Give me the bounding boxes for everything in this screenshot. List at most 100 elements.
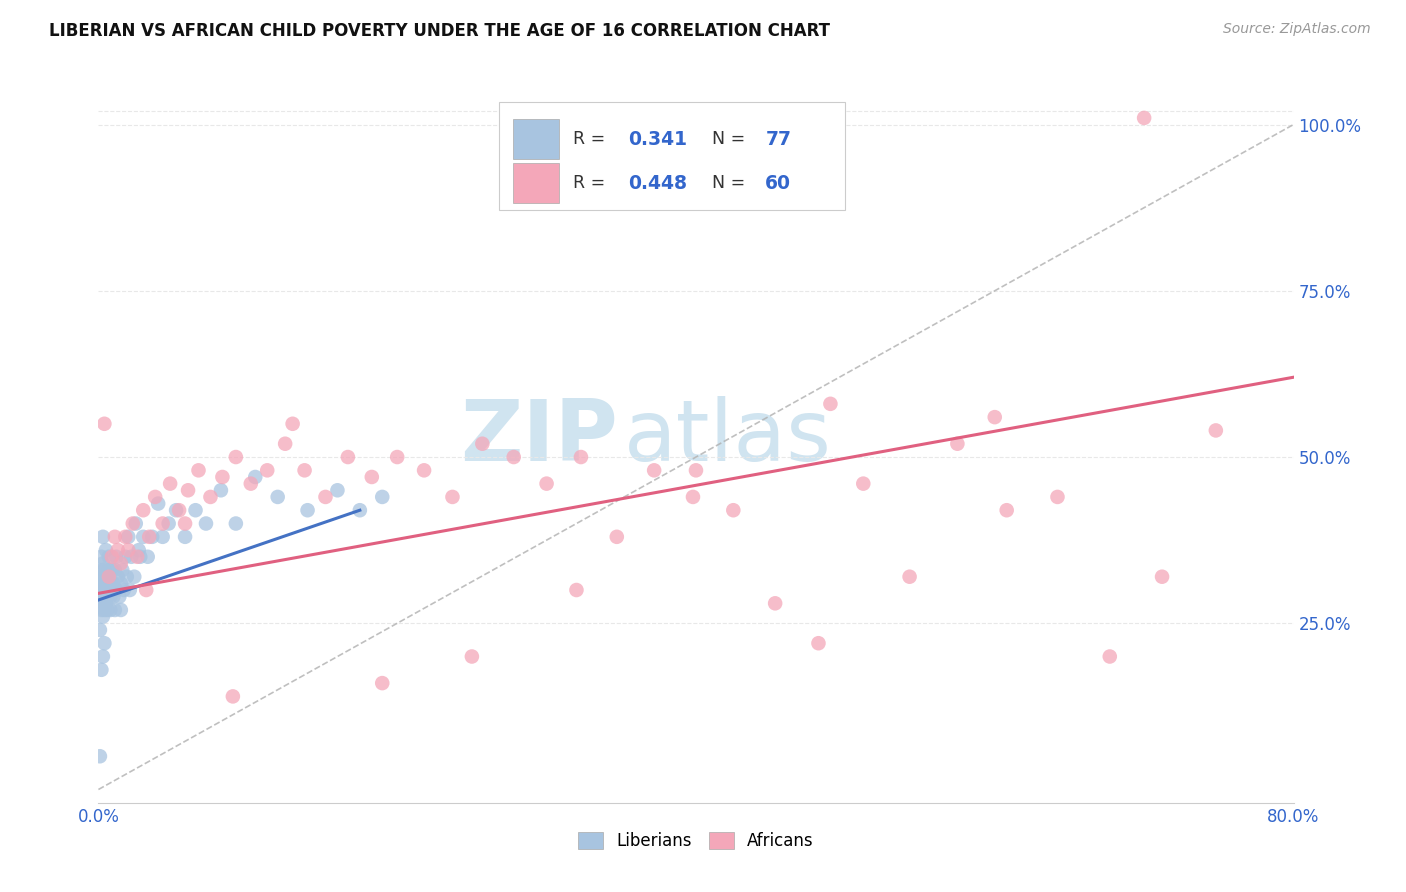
Point bbox=[93, 603, 115, 617]
Point bbox=[89, 570, 111, 584]
Point bbox=[117, 543, 139, 558]
Point bbox=[211, 470, 233, 484]
Point bbox=[256, 463, 278, 477]
Point bbox=[94, 596, 117, 610]
Point bbox=[606, 530, 628, 544]
Point bbox=[413, 463, 436, 477]
Point bbox=[763, 596, 786, 610]
Point bbox=[110, 557, 132, 571]
Point bbox=[90, 603, 112, 617]
Point bbox=[984, 410, 1007, 425]
Point bbox=[93, 563, 115, 577]
Point bbox=[104, 563, 127, 577]
Point bbox=[125, 516, 148, 531]
Point bbox=[200, 490, 222, 504]
Point bbox=[225, 450, 247, 464]
Point bbox=[96, 590, 118, 604]
Point bbox=[91, 609, 114, 624]
Point bbox=[281, 417, 304, 431]
Point bbox=[90, 563, 112, 577]
Point bbox=[315, 490, 337, 504]
Point bbox=[91, 596, 114, 610]
Point bbox=[103, 576, 125, 591]
Point bbox=[97, 549, 120, 564]
Point bbox=[152, 530, 174, 544]
Point bbox=[97, 563, 120, 577]
Point bbox=[152, 516, 174, 531]
Text: R =: R = bbox=[572, 174, 610, 193]
Point bbox=[103, 590, 125, 604]
Point bbox=[167, 503, 190, 517]
Point bbox=[121, 516, 143, 531]
Point bbox=[371, 490, 394, 504]
Point bbox=[98, 603, 122, 617]
Point bbox=[165, 503, 187, 517]
Point bbox=[820, 397, 842, 411]
Point bbox=[267, 490, 290, 504]
Point bbox=[96, 576, 118, 591]
Point bbox=[148, 497, 170, 511]
Point bbox=[94, 543, 117, 558]
Point bbox=[132, 503, 155, 517]
Point bbox=[104, 530, 127, 544]
Text: N =: N = bbox=[711, 130, 751, 148]
Point bbox=[360, 470, 382, 484]
Point bbox=[93, 590, 115, 604]
Point bbox=[129, 549, 152, 564]
Point bbox=[97, 570, 120, 584]
Point bbox=[111, 563, 134, 577]
Point bbox=[110, 603, 132, 617]
Point bbox=[94, 582, 117, 597]
Point bbox=[114, 549, 136, 564]
Point bbox=[222, 690, 245, 704]
Point bbox=[90, 590, 112, 604]
FancyBboxPatch shape bbox=[513, 120, 558, 160]
Point bbox=[104, 603, 127, 617]
Point bbox=[643, 463, 665, 477]
Point bbox=[898, 570, 921, 584]
Point bbox=[98, 590, 122, 604]
Point bbox=[141, 530, 163, 544]
Point bbox=[143, 490, 166, 504]
Point bbox=[371, 676, 394, 690]
Point bbox=[91, 582, 114, 597]
Point bbox=[108, 590, 131, 604]
Point bbox=[91, 649, 114, 664]
Point bbox=[91, 530, 114, 544]
Point bbox=[138, 530, 160, 544]
Point bbox=[174, 516, 197, 531]
Point bbox=[349, 503, 371, 517]
Legend: Liberians, Africans: Liberians, Africans bbox=[572, 825, 820, 856]
Point bbox=[91, 557, 114, 571]
Point bbox=[136, 549, 159, 564]
Point bbox=[225, 516, 247, 531]
Point bbox=[107, 570, 129, 584]
Point bbox=[1098, 649, 1121, 664]
Point bbox=[127, 549, 149, 564]
Point bbox=[852, 476, 875, 491]
Point bbox=[1046, 490, 1069, 504]
Point bbox=[120, 549, 142, 564]
Point bbox=[97, 582, 120, 597]
Point bbox=[101, 582, 124, 597]
Point bbox=[105, 549, 128, 564]
Point bbox=[118, 582, 141, 597]
Point bbox=[124, 570, 146, 584]
Point bbox=[90, 549, 112, 564]
Point bbox=[565, 582, 588, 597]
Point bbox=[995, 503, 1018, 517]
Point bbox=[98, 576, 122, 591]
Point bbox=[946, 436, 969, 450]
Point bbox=[297, 503, 319, 517]
Point bbox=[685, 463, 707, 477]
Point bbox=[174, 530, 197, 544]
Point bbox=[89, 749, 111, 764]
Point bbox=[441, 490, 464, 504]
Point bbox=[89, 582, 111, 597]
Point bbox=[101, 563, 124, 577]
Text: Source: ZipAtlas.com: Source: ZipAtlas.com bbox=[1223, 22, 1371, 37]
Point bbox=[471, 436, 494, 450]
Point bbox=[336, 450, 359, 464]
Text: 0.448: 0.448 bbox=[628, 174, 688, 193]
FancyBboxPatch shape bbox=[513, 163, 558, 203]
